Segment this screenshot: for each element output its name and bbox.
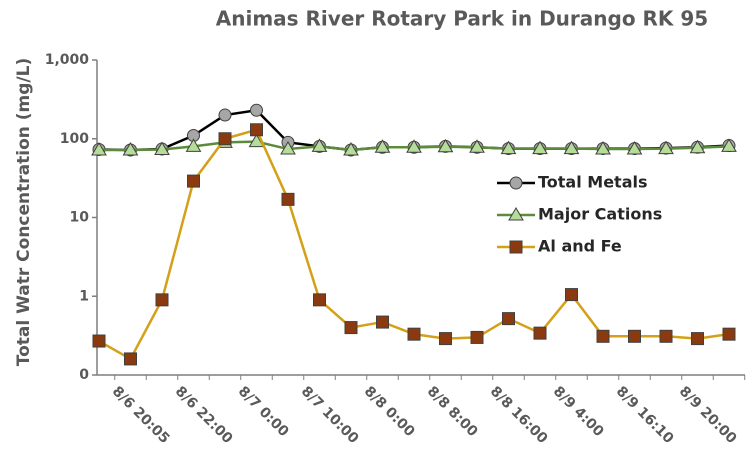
- y-tick-label: 0: [79, 367, 89, 383]
- data-point: [406, 139, 422, 153]
- legend-label: Total Metals: [538, 173, 648, 192]
- data-point: [596, 329, 610, 343]
- data-point: [281, 192, 295, 206]
- data-point: [563, 140, 580, 155]
- data-point: [344, 321, 358, 335]
- y-axis-title: Total Watr Concentration (mg/L): [14, 58, 34, 366]
- data-point: [124, 352, 137, 366]
- data-point: [628, 329, 641, 343]
- x-tick-label: 8/9 20:00: [676, 383, 740, 447]
- data-point: [218, 132, 232, 146]
- data-point: [154, 141, 170, 156]
- x-tick-label: 8/9 4:00: [550, 383, 607, 440]
- data-point: [470, 330, 484, 344]
- data-point: [91, 141, 107, 156]
- series-line: [98, 128, 730, 361]
- data-point: [532, 140, 548, 155]
- data-point: [533, 326, 547, 340]
- data-point: [500, 140, 517, 155]
- data-point: [721, 138, 737, 152]
- data-point: [218, 108, 232, 122]
- x-tick-label: 8/8 8:00: [424, 383, 481, 440]
- data-point: [407, 327, 421, 341]
- x-tick-label: 8/8 16:00: [487, 383, 551, 447]
- x-tick-label: 8/9 16:10: [613, 383, 677, 447]
- data-point: [250, 123, 263, 137]
- x-tick-label: 8/6 20:05: [109, 383, 173, 447]
- data-point: [374, 139, 391, 153]
- data-point: [437, 138, 454, 153]
- data-point: [439, 332, 452, 346]
- legend-label: Major Cations: [538, 205, 662, 224]
- data-point: [280, 141, 296, 155]
- data-point: [155, 293, 169, 307]
- legend-label: Al and Fe: [538, 237, 622, 256]
- data-point: [376, 315, 389, 329]
- data-point: [250, 103, 263, 117]
- data-point: [313, 293, 326, 307]
- data-point: [565, 288, 578, 302]
- data-point: [122, 141, 139, 156]
- data-point: [689, 139, 706, 154]
- x-tick-label: 8/6 22:00: [172, 383, 236, 447]
- data-point: [658, 140, 674, 155]
- legend-marker: [509, 176, 523, 190]
- y-tick-label: 1: [79, 288, 89, 304]
- data-point: [343, 141, 359, 156]
- data-point: [691, 332, 704, 346]
- data-point: [722, 327, 736, 341]
- chart-title: Animas River Rotary Park in Durango RK 9…: [216, 7, 708, 31]
- y-tick-label: 100: [60, 131, 89, 147]
- data-point: [311, 138, 328, 152]
- data-point: [92, 334, 106, 348]
- y-tick-label: 1,000: [45, 52, 90, 68]
- data-point: [469, 139, 485, 153]
- data-point: [595, 141, 611, 155]
- data-point: [248, 133, 265, 148]
- data-point: [626, 141, 643, 155]
- x-tick-label: 8/7 0:00: [235, 383, 292, 440]
- data-point: [502, 312, 515, 326]
- data-point: [659, 329, 673, 343]
- legend-marker: [508, 207, 524, 221]
- x-tick-label: 8/7 10:00: [298, 383, 362, 447]
- data-point: [187, 174, 200, 188]
- x-tick-label: 8/8 0:00: [361, 383, 418, 440]
- legend-marker: [509, 240, 523, 254]
- y-tick-label: 10: [70, 210, 90, 226]
- data-point: [185, 138, 202, 152]
